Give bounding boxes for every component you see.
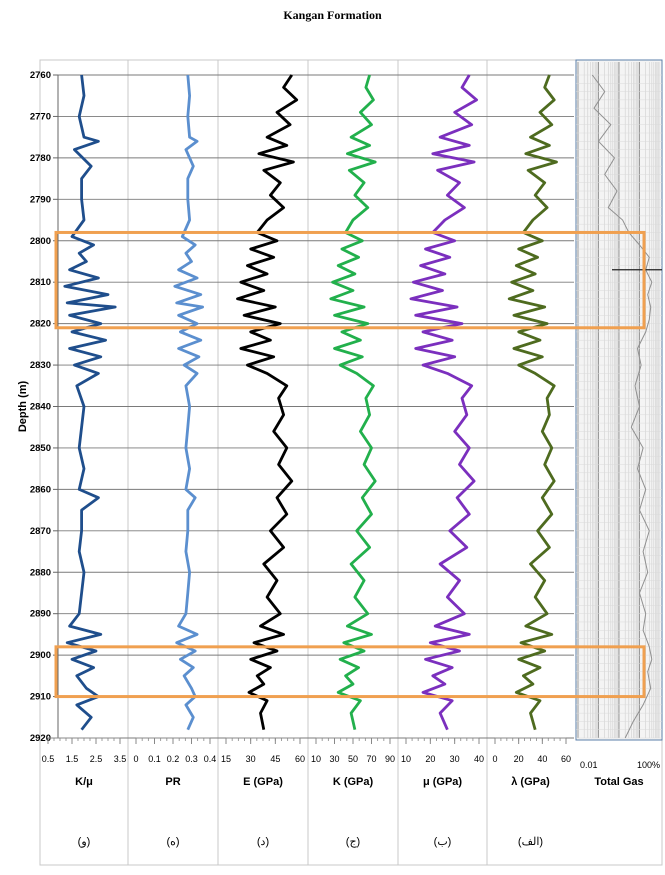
x-tick-label: 2.5 bbox=[90, 754, 103, 764]
track-letter: (الف) bbox=[518, 836, 543, 848]
curve-4 bbox=[329, 74, 377, 731]
x-tick-label: 40 bbox=[474, 754, 484, 764]
highlight-box bbox=[54, 645, 646, 699]
x-tick-label: 10 bbox=[401, 754, 411, 764]
curve-3 bbox=[236, 74, 299, 730]
curve-5 bbox=[409, 74, 478, 731]
track-label: μ (GPa) bbox=[423, 776, 462, 788]
depth-tick-label: 2760 bbox=[30, 70, 51, 81]
track-letter: (ج) bbox=[346, 836, 360, 848]
highlight-box bbox=[54, 230, 646, 330]
depth-axis-label: Depth (m) bbox=[17, 381, 29, 433]
track-label: PR bbox=[165, 776, 180, 788]
depth-tick-label: 2920 bbox=[30, 733, 51, 744]
depth-tick-label: 2770 bbox=[30, 111, 51, 122]
depth-tick-label: 2780 bbox=[30, 153, 51, 164]
depth-tick-label: 2840 bbox=[30, 402, 51, 413]
track-label: Total Gas bbox=[594, 776, 643, 788]
x-tick-label: 15 bbox=[221, 754, 231, 764]
track-letter: (و) bbox=[78, 836, 91, 848]
depth-tick-label: 2910 bbox=[30, 692, 51, 703]
x-tick-label: 0 bbox=[492, 754, 497, 764]
gas-tick-label: 100% bbox=[637, 760, 660, 770]
total-gas-curve bbox=[591, 74, 653, 739]
depth-tick-label: 2830 bbox=[30, 360, 51, 371]
figure-frame bbox=[39, 59, 663, 866]
depth-tick-label: 2860 bbox=[30, 484, 51, 495]
x-tick-label: 0.5 bbox=[42, 754, 55, 764]
track-label: λ (GPa) bbox=[511, 776, 550, 788]
curve-2 bbox=[173, 74, 204, 731]
x-tick-label: 0.1 bbox=[148, 754, 161, 764]
track-letter: (ب) bbox=[434, 836, 452, 848]
track-label: E (GPa) bbox=[243, 776, 283, 788]
x-tick-label: 60 bbox=[295, 754, 305, 764]
x-tick-label: 3.5 bbox=[114, 754, 127, 764]
x-tick-label: 0.4 bbox=[204, 754, 217, 764]
x-tick-label: 10 bbox=[311, 754, 321, 764]
track-letter: (ه) bbox=[166, 836, 179, 848]
curve-6 bbox=[507, 74, 558, 731]
track-label: K/μ bbox=[75, 776, 93, 788]
x-tick-label: 90 bbox=[385, 754, 395, 764]
depth-tick-label: 2850 bbox=[30, 443, 51, 454]
x-tick-label: 0.3 bbox=[185, 754, 198, 764]
x-tick-label: 20 bbox=[514, 754, 524, 764]
depth-tick-label: 2820 bbox=[30, 319, 51, 330]
track-label: K (GPa) bbox=[333, 776, 374, 788]
x-tick-label: 0.2 bbox=[167, 754, 180, 764]
depth-tick-label: 2790 bbox=[30, 194, 51, 205]
x-tick-label: 50 bbox=[348, 754, 358, 764]
x-tick-label: 45 bbox=[270, 754, 280, 764]
chart-title: Kangan Formation bbox=[283, 8, 382, 22]
x-tick-label: 20 bbox=[425, 754, 435, 764]
depth-tick-label: 2800 bbox=[30, 236, 51, 247]
x-tick-label: 60 bbox=[561, 754, 571, 764]
depth-tick-label: 2880 bbox=[30, 567, 51, 578]
x-tick-label: 30 bbox=[329, 754, 339, 764]
depth-tick-label: 2890 bbox=[30, 609, 51, 620]
x-tick-label: 0 bbox=[133, 754, 138, 764]
track-letter: (د) bbox=[257, 836, 269, 848]
depth-tick-label: 2870 bbox=[30, 526, 51, 537]
x-tick-label: 1.5 bbox=[66, 754, 79, 764]
gas-tick-label: 0.01 bbox=[580, 760, 598, 770]
x-tick-label: 40 bbox=[537, 754, 547, 764]
x-tick-label: 30 bbox=[450, 754, 460, 764]
depth-tick-label: 2810 bbox=[30, 277, 51, 288]
curve-1 bbox=[63, 74, 117, 731]
depth-tick-label: 2900 bbox=[30, 650, 51, 661]
x-tick-label: 70 bbox=[366, 754, 376, 764]
x-tick-label: 30 bbox=[246, 754, 256, 764]
